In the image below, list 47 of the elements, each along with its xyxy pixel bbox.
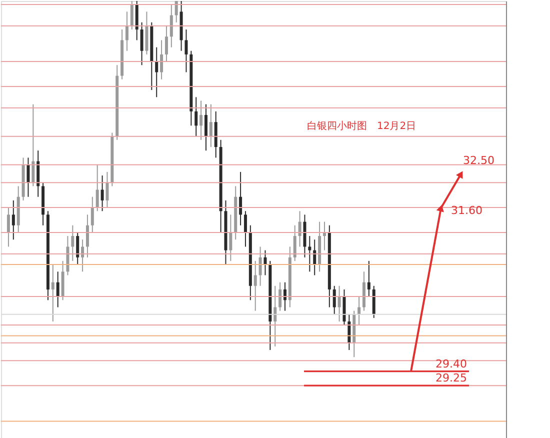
candlestick: [244, 210, 247, 248]
candlestick: [164, 25, 168, 62]
candlestick: [358, 296, 361, 326]
candlestick: [264, 250, 267, 276]
candlestick: [125, 11, 128, 52]
candlestick: [332, 285, 336, 315]
candlestick: [184, 28, 188, 73]
candlestick: [209, 104, 212, 148]
candlestick: [86, 214, 89, 258]
candlestick: [160, 40, 164, 80]
candlestick: [130, 0, 134, 30]
candlestick: [258, 246, 262, 286]
text: 29.25: [436, 372, 467, 385]
candlestick: [254, 260, 257, 312]
candlestick: [26, 157, 30, 198]
candlestick: [308, 236, 312, 272]
candlestick: [278, 282, 282, 312]
candlestick: [140, 22, 144, 66]
candlestick: [90, 196, 94, 233]
candlestick: [229, 214, 232, 262]
text: 31.60: [451, 204, 482, 217]
candlestick: [81, 239, 84, 272]
candlestick: [71, 224, 74, 262]
candlestick: [293, 224, 296, 262]
candlestick: [155, 46, 158, 98]
candlestick: [12, 200, 15, 240]
candlestick: [6, 207, 10, 248]
candlestick: [51, 264, 54, 322]
candlestick: [76, 232, 80, 266]
candlestick: [96, 164, 99, 212]
candlestick: [174, 0, 178, 23]
candlestick: [200, 100, 203, 140]
candlestick: [194, 96, 198, 137]
text: 白银四小时图 12月2日: [307, 120, 416, 132]
text: 29.40: [436, 357, 467, 370]
candlestick: [298, 210, 302, 248]
text: 32.50: [463, 154, 494, 167]
candlestick: [367, 260, 370, 298]
candlestick: [170, 4, 173, 48]
candlestick: [239, 171, 242, 226]
candlestick: [204, 104, 208, 152]
candlestick: [100, 174, 104, 212]
candlestick: [338, 285, 341, 322]
candlestick: [274, 285, 277, 347]
candlestick: [56, 271, 60, 308]
candlestick: [32, 104, 35, 187]
candlestick: [106, 171, 109, 208]
